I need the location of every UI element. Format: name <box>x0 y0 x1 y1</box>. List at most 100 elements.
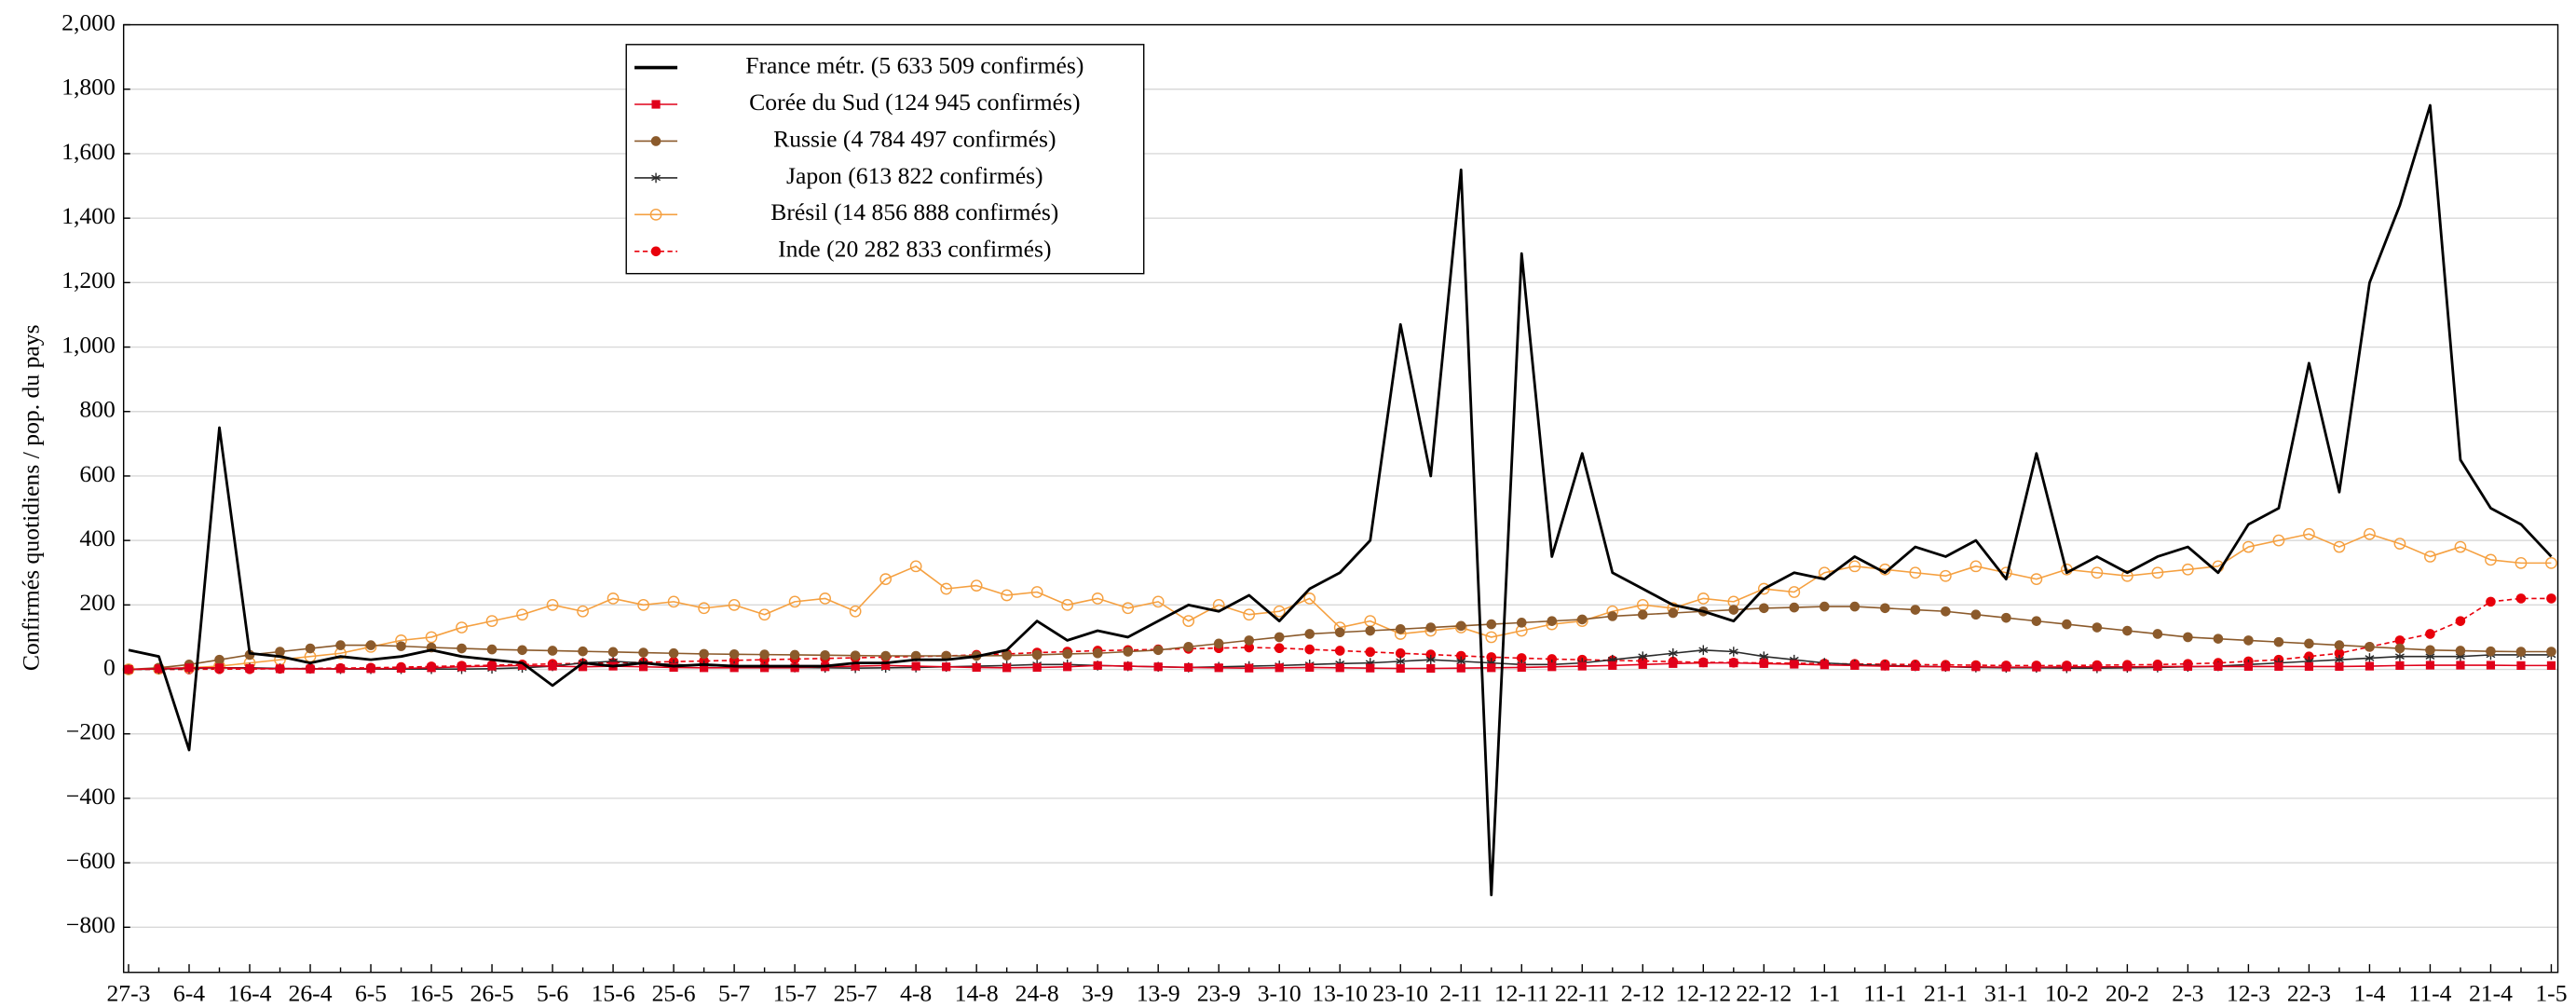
marker <box>940 582 953 595</box>
marker <box>2152 629 2163 639</box>
marker <box>2334 640 2345 650</box>
marker <box>425 631 438 644</box>
marker <box>2183 661 2192 672</box>
marker <box>2001 662 2010 672</box>
marker <box>1365 647 1376 658</box>
marker <box>1941 662 1950 672</box>
marker <box>1425 622 1437 633</box>
y-tick-label: −400 <box>66 783 116 810</box>
marker <box>485 615 498 628</box>
marker <box>1728 605 1739 615</box>
marker <box>517 661 527 670</box>
y-tick-label: 1,400 <box>61 202 116 229</box>
marker <box>1486 652 1497 662</box>
marker <box>124 664 133 674</box>
x-tick-label: 14-8 <box>955 979 999 1006</box>
marker <box>1698 659 1708 668</box>
marker <box>1547 616 1558 626</box>
marker <box>2395 661 2405 670</box>
marker <box>651 100 661 109</box>
marker <box>1093 661 1102 670</box>
y-tick-label: 1,600 <box>61 138 116 165</box>
marker <box>2062 619 2072 630</box>
x-tick-label: 15-6 <box>592 979 635 1006</box>
marker <box>819 593 831 605</box>
marker <box>1850 661 1860 670</box>
marker <box>1395 647 1406 659</box>
x-tick-label: 23-10 <box>1372 979 1428 1006</box>
x-tick-label: 25-7 <box>834 979 878 1006</box>
marker <box>2334 647 2345 659</box>
marker <box>1152 645 1164 656</box>
marker <box>2242 540 2255 553</box>
marker <box>820 650 830 661</box>
marker <box>970 579 983 592</box>
x-tick-label: 3-9 <box>1082 979 1113 1006</box>
marker <box>1214 663 1223 673</box>
marker <box>1577 661 1587 671</box>
x-tick-label: 1-1 <box>1808 979 1840 1006</box>
marker <box>1939 569 1952 582</box>
marker <box>335 664 346 674</box>
x-tick-label: 11-1 <box>1863 979 1906 1006</box>
marker <box>607 647 619 658</box>
marker <box>1729 659 1738 668</box>
marker <box>2213 633 2224 644</box>
x-tick-label: 11-4 <box>2408 979 2451 1006</box>
marker <box>729 648 740 660</box>
marker <box>909 560 922 573</box>
marker <box>2183 632 2193 643</box>
marker <box>1002 663 1012 673</box>
marker <box>2304 638 2314 649</box>
x-tick-label: 13-9 <box>1137 979 1180 1006</box>
marker <box>365 640 376 650</box>
x-tick-label: 31-1 <box>1984 979 2028 1006</box>
marker <box>456 621 468 633</box>
marker <box>1396 663 1405 674</box>
marker <box>1669 659 1678 668</box>
marker <box>1516 618 1527 628</box>
marker <box>2032 662 2041 672</box>
marker <box>2214 661 2223 672</box>
marker <box>2304 661 2314 672</box>
marker <box>2424 551 2436 563</box>
marker <box>1304 629 1315 639</box>
marker <box>1608 661 1617 670</box>
marker <box>1970 609 1982 620</box>
legend-box <box>625 44 1145 275</box>
marker <box>214 654 225 665</box>
marker <box>699 663 709 673</box>
marker <box>2153 661 2162 672</box>
y-tick-label: 1,800 <box>61 74 116 101</box>
x-tick-label: 13-10 <box>1312 979 1368 1006</box>
y-axis-label: Confirmés quotidiens / pop. du pays <box>17 324 44 671</box>
marker <box>1456 663 1465 673</box>
y-tick-label: 600 <box>79 460 115 487</box>
marker <box>1273 605 1286 618</box>
marker <box>1274 632 1285 643</box>
marker <box>1031 649 1043 661</box>
x-tick-label: 1-5 <box>2535 979 2567 1006</box>
marker <box>879 573 893 586</box>
marker <box>335 640 346 650</box>
x-tick-label: 4-8 <box>900 979 932 1006</box>
marker <box>2091 566 2104 579</box>
legend-label: Inde (20 282 833 confirmés) <box>778 236 1051 263</box>
series-line <box>128 103 2553 897</box>
marker <box>851 661 860 671</box>
x-tick-label: 5-6 <box>537 979 568 1006</box>
marker <box>1183 642 1194 652</box>
y-tick-label: −600 <box>66 847 116 874</box>
marker <box>578 662 588 672</box>
x-tick-label: 2-3 <box>2172 979 2203 1006</box>
marker <box>2335 661 2344 672</box>
marker <box>306 664 315 674</box>
marker <box>1849 601 1860 612</box>
marker <box>1820 661 1829 670</box>
series <box>123 601 2556 674</box>
marker <box>1395 623 1406 634</box>
marker <box>1426 663 1436 674</box>
marker <box>2394 643 2406 654</box>
marker <box>2455 616 2466 626</box>
y-tick-label: 1,200 <box>61 266 116 293</box>
